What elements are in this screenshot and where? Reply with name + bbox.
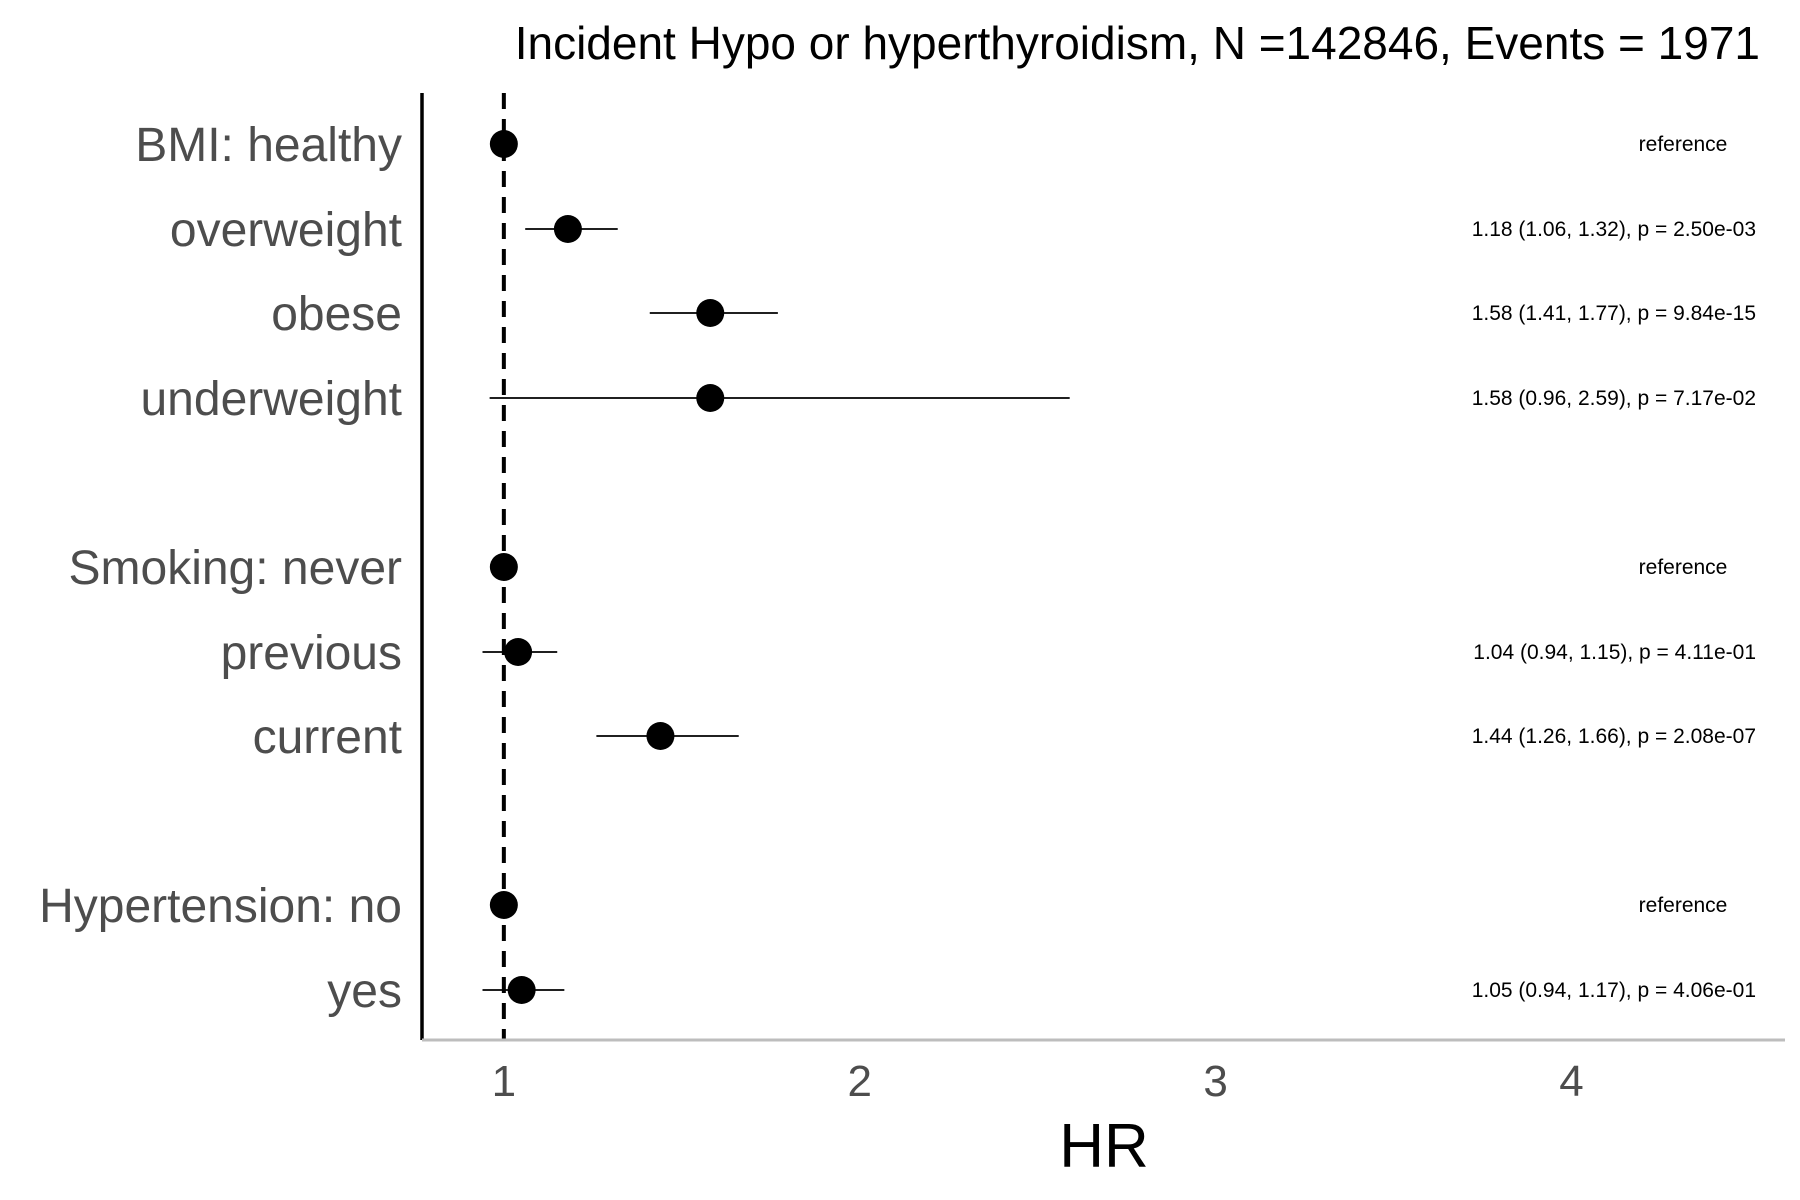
row-labels: BMI: healthy overweight obese underweight Sm… [39, 119, 402, 1018]
row-label: overweight [170, 204, 402, 257]
hr-point [507, 976, 536, 1004]
row-label: Hypertension: no [39, 880, 402, 933]
hr-point [696, 299, 725, 327]
row-annotation: reference [1639, 556, 1728, 579]
row-annotation: 1.04 (0.94, 1.15), p = 4.11e-01 [1473, 641, 1756, 664]
x-axis-title: HR [1059, 1112, 1149, 1181]
hr-point [489, 553, 518, 581]
row-label: yes [327, 965, 402, 1018]
row-annotation: 1.44 (1.26, 1.66), p = 2.08e-07 [1472, 725, 1756, 748]
hr-point [646, 722, 675, 750]
x-tick-label: 3 [1203, 1057, 1227, 1106]
x-tick-label: 4 [1559, 1057, 1583, 1106]
row-annotations: reference 1.18 (1.06, 1.32), p = 2.50e-03… [1472, 133, 1756, 1002]
x-tick-label: 1 [492, 1057, 516, 1106]
row-annotation: 1.18 (1.06, 1.32), p = 2.50e-03 [1472, 218, 1756, 241]
hr-point [504, 638, 533, 666]
row-annotation: 1.05 (0.94, 1.17), p = 4.06e-01 [1472, 979, 1756, 1002]
row-annotation: 1.58 (1.41, 1.77), p = 9.84e-15 [1472, 302, 1756, 325]
chart-title: Incident Hypo or hyperthyroidism, N =142… [515, 17, 1760, 69]
row-annotation: reference [1639, 133, 1728, 156]
x-tick-label: 2 [847, 1057, 871, 1106]
hr-point [553, 215, 582, 243]
row-annotation: reference [1639, 894, 1728, 917]
hr-point [696, 384, 725, 412]
row-label: previous [221, 627, 402, 680]
row-label: underweight [140, 373, 402, 426]
hazard-ratio-points [489, 130, 725, 1004]
confidence-intervals [482, 228, 1070, 991]
row-annotation: 1.58 (0.96, 2.59), p = 7.17e-02 [1472, 387, 1756, 410]
row-label: obese [271, 288, 402, 341]
row-label: BMI: healthy [135, 119, 402, 172]
row-label: Smoking: never [69, 542, 403, 595]
row-label: current [253, 711, 402, 764]
x-axis-ticks: 1 2 3 4 [492, 1057, 1584, 1106]
hr-point [489, 891, 518, 919]
hr-point [489, 130, 518, 158]
